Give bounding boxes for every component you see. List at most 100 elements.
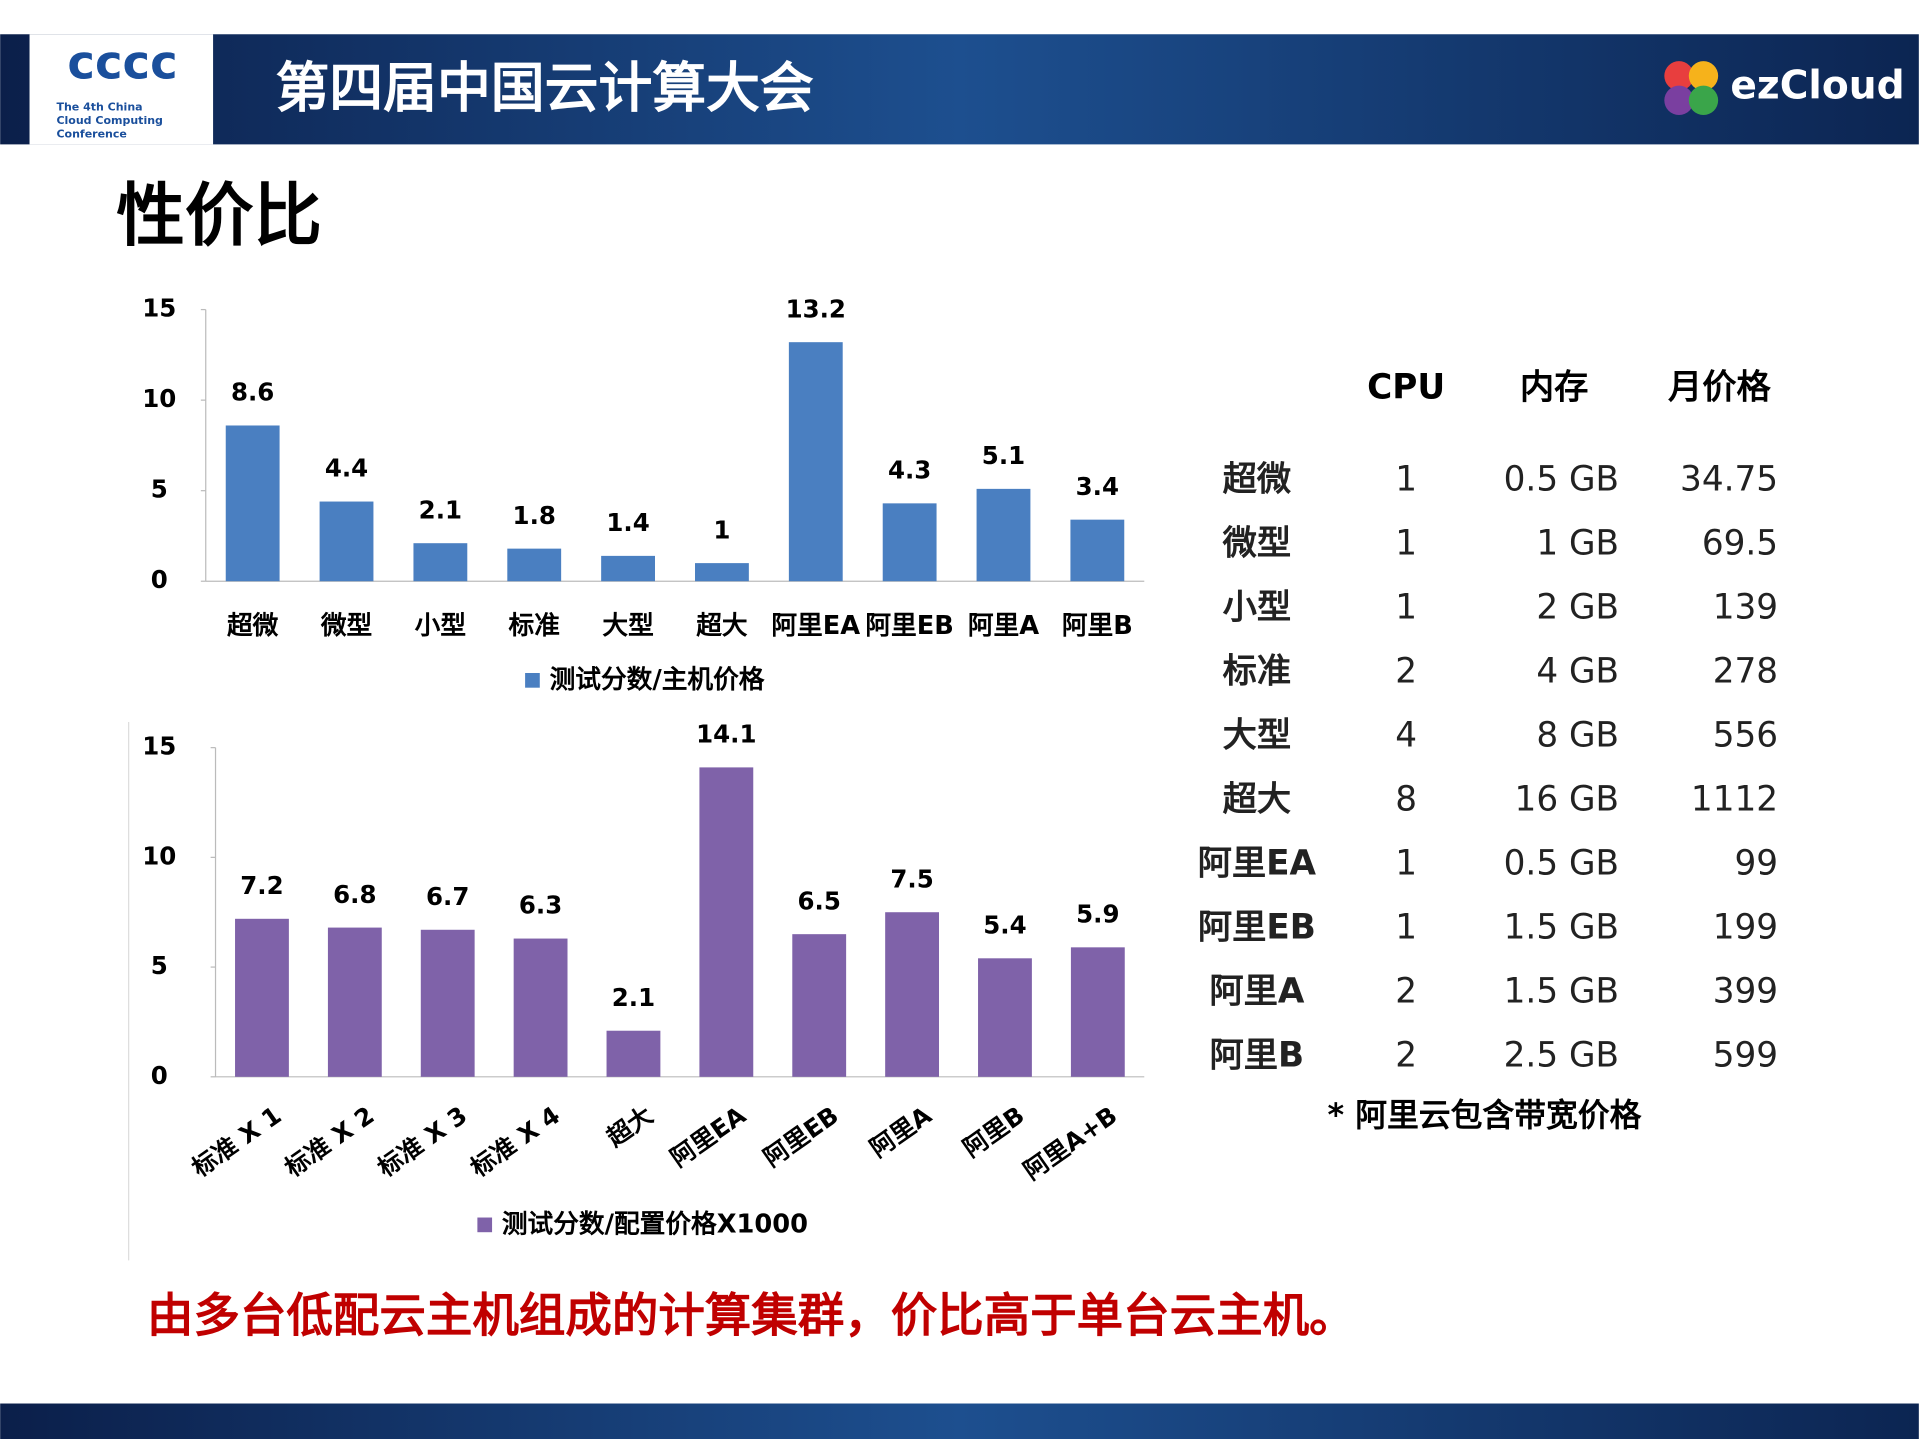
x-tick-label: 阿里EB bbox=[758, 1100, 844, 1172]
x-tick-label: 阿里EB bbox=[865, 611, 954, 641]
table-cell: 399 bbox=[1713, 971, 1778, 1011]
table-cell: 2 bbox=[1395, 971, 1417, 1011]
row-label: 标准 bbox=[1223, 651, 1292, 691]
bar bbox=[513, 938, 568, 1077]
slide-title: 性价比 bbox=[116, 176, 322, 256]
value-label: 6.7 bbox=[426, 882, 469, 911]
conclusion: 由多台低配云主机组成的计算集群，价比高于单台云主机。 bbox=[147, 1289, 1356, 1343]
logo-box bbox=[29, 34, 214, 145]
x-tick-label: 阿里B bbox=[958, 1100, 1030, 1163]
bar bbox=[319, 501, 374, 582]
y-tick-label: 15 bbox=[142, 732, 176, 761]
table-cell: 1.5 GB bbox=[1504, 971, 1619, 1011]
table-cell: 69.5 bbox=[1702, 523, 1778, 563]
brand-icon bbox=[1664, 61, 1719, 116]
bar bbox=[788, 342, 843, 582]
row-label: 超大 bbox=[1223, 779, 1292, 819]
row-label: 阿里B bbox=[1210, 1035, 1305, 1075]
logo-caption: The 4th China bbox=[56, 101, 142, 114]
table-cell: 199 bbox=[1713, 907, 1778, 947]
y-tick-label: 5 bbox=[151, 951, 168, 980]
x-tick-label: 标准 X 4 bbox=[465, 1100, 565, 1182]
bar bbox=[1070, 947, 1125, 1077]
table-cell: 4 GB bbox=[1536, 651, 1619, 691]
value-label: 4.3 bbox=[888, 456, 931, 485]
table-cell: 2 bbox=[1395, 651, 1417, 691]
table-header: CPU bbox=[1367, 368, 1445, 408]
bar bbox=[885, 912, 940, 1077]
row-label: 超微 bbox=[1223, 459, 1292, 499]
bar bbox=[235, 918, 289, 1077]
bar bbox=[695, 563, 749, 582]
table-cell: 1 bbox=[1395, 459, 1417, 499]
value-label: 13.2 bbox=[786, 294, 846, 323]
table-cell: 2.5 GB bbox=[1504, 1035, 1619, 1075]
x-tick-label: 阿里B bbox=[1062, 611, 1133, 641]
table-cell: 8 GB bbox=[1536, 715, 1619, 755]
y-tick-label: 5 bbox=[151, 475, 168, 504]
value-label: 2.1 bbox=[419, 495, 462, 524]
value-label: 2.1 bbox=[612, 983, 655, 1012]
table-cell: 99 bbox=[1735, 843, 1779, 883]
value-label: 6.8 bbox=[333, 880, 376, 909]
x-tick-label: 阿里A bbox=[864, 1100, 936, 1163]
table-cell: 556 bbox=[1713, 715, 1778, 755]
legend-label: 测试分数/配置价格X1000 bbox=[502, 1208, 808, 1239]
value-label: 7.2 bbox=[240, 871, 283, 900]
bar bbox=[792, 934, 847, 1077]
table-cell: 1.5 GB bbox=[1504, 907, 1619, 947]
legend-swatch bbox=[525, 673, 540, 688]
bar bbox=[327, 927, 382, 1077]
table-cell: 1112 bbox=[1691, 779, 1778, 819]
row-label: 阿里EB bbox=[1198, 907, 1316, 947]
bar bbox=[978, 958, 1032, 1077]
value-label: 6.5 bbox=[798, 886, 841, 915]
x-tick-label: 阿里EA bbox=[665, 1100, 751, 1172]
footer-band bbox=[0, 1403, 1919, 1439]
logo-mark: cccc bbox=[67, 36, 177, 90]
table-cell: 1 GB bbox=[1536, 523, 1619, 563]
value-label: 1 bbox=[713, 515, 730, 544]
value-label: 14.1 bbox=[696, 720, 756, 749]
x-tick-label: 大型 bbox=[602, 611, 653, 641]
brand-name: ezCloud bbox=[1730, 64, 1904, 109]
row-label: 大型 bbox=[1223, 715, 1292, 755]
table-cell: 2 GB bbox=[1536, 587, 1619, 627]
row-label: 小型 bbox=[1223, 587, 1292, 627]
bar bbox=[413, 543, 468, 582]
y-tick-label: 10 bbox=[142, 841, 176, 870]
row-label: 阿里A bbox=[1209, 971, 1305, 1011]
table-cell: 1 bbox=[1395, 843, 1417, 883]
x-tick-label: 超大 bbox=[696, 611, 748, 641]
table-cell: 139 bbox=[1713, 587, 1778, 627]
x-tick-label: 小型 bbox=[415, 611, 466, 641]
y-tick-label: 15 bbox=[142, 294, 176, 323]
x-tick-label: 微型 bbox=[320, 610, 372, 641]
logo-caption: Cloud Computing bbox=[56, 114, 162, 127]
y-tick-label: 0 bbox=[151, 565, 168, 594]
value-label: 8.6 bbox=[231, 378, 274, 407]
table-header: 内存 bbox=[1520, 368, 1589, 408]
value-label: 7.5 bbox=[890, 864, 933, 893]
table-cell: 8 bbox=[1395, 779, 1417, 819]
value-label: 3.4 bbox=[1076, 472, 1119, 501]
table-cell: 0.5 GB bbox=[1504, 843, 1619, 883]
table-cell: 1 bbox=[1395, 907, 1417, 947]
bar bbox=[976, 488, 1031, 582]
table-cell: 1 bbox=[1395, 587, 1417, 627]
value-label: 5.4 bbox=[983, 910, 1026, 939]
table-note: * 阿里云包含带宽价格 bbox=[1328, 1096, 1643, 1134]
table-cell: 599 bbox=[1713, 1035, 1778, 1075]
bar bbox=[420, 929, 475, 1077]
table-cell: 16 GB bbox=[1515, 779, 1620, 819]
header-title: 第四届中国云计算大会 bbox=[275, 56, 813, 119]
header-band bbox=[0, 34, 1919, 145]
x-tick-label: 阿里EA bbox=[771, 611, 860, 641]
bar bbox=[1070, 519, 1125, 582]
value-label: 5.9 bbox=[1076, 900, 1119, 929]
bar bbox=[225, 425, 280, 582]
table-cell: 2 bbox=[1395, 1035, 1417, 1075]
value-label: 1.4 bbox=[606, 508, 649, 537]
bar bbox=[601, 555, 655, 582]
